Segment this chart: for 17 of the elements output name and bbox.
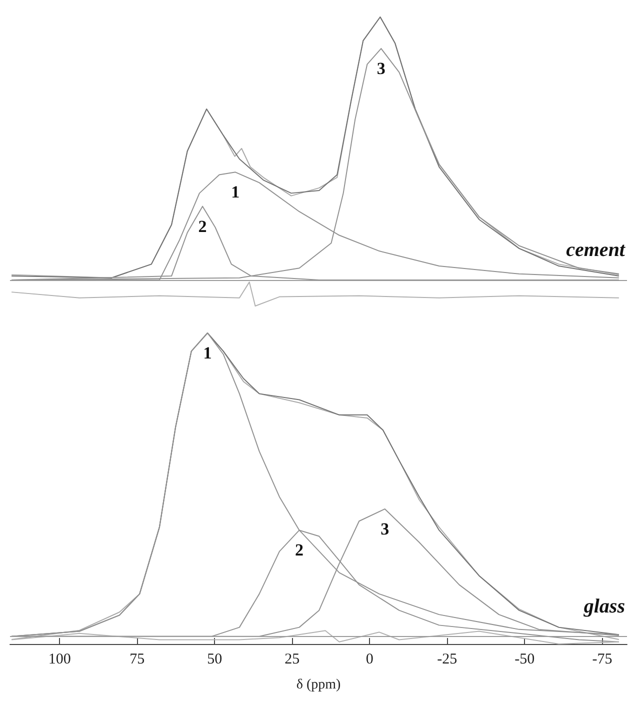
series-label: 3: [380, 519, 390, 538]
x-tick-label: 75: [130, 652, 145, 668]
x-tick-label: 0: [366, 652, 374, 668]
series-label: 1: [231, 182, 240, 202]
x-tick-label: -50: [514, 652, 535, 668]
x-tick-label: 50: [207, 652, 222, 668]
x-tick-label: -75: [592, 652, 612, 668]
x-tick-label: -25: [437, 652, 458, 668]
series-label: 2: [295, 540, 304, 560]
annotation: glass: [582, 595, 626, 618]
series-label: 1: [203, 344, 212, 362]
x-tick-label: 100: [48, 652, 71, 668]
series-label: 2: [198, 216, 207, 236]
x-axis-title: δ (ppm): [296, 678, 341, 692]
series-label: 3: [376, 59, 386, 78]
x-tick-label: 25: [284, 652, 300, 668]
annotation: cement: [566, 238, 626, 261]
